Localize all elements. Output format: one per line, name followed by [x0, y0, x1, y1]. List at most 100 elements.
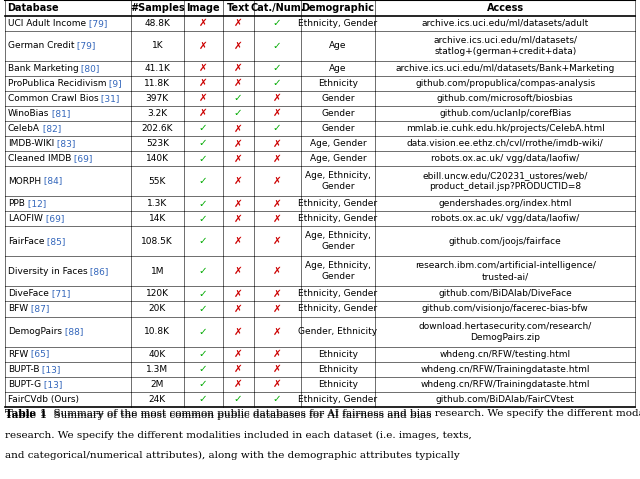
Text: download.hertasecurity.com/research/
DemogPairs.zip: download.hertasecurity.com/research/ Dem… — [419, 321, 592, 342]
Text: Ethnicity: Ethnicity — [318, 380, 358, 389]
Text: 140K: 140K — [146, 154, 169, 163]
Text: ✗: ✗ — [273, 364, 282, 374]
Text: ✗: ✗ — [234, 154, 243, 163]
Text: 55K: 55K — [148, 177, 166, 185]
Text: ✓: ✓ — [273, 78, 282, 88]
Text: CelebA: CelebA — [8, 124, 40, 133]
Text: [82]: [82] — [40, 124, 61, 133]
Text: ✗: ✗ — [273, 266, 282, 276]
Text: ✗: ✗ — [198, 93, 207, 103]
Text: Gender: Gender — [321, 109, 355, 118]
Text: ✗: ✗ — [234, 327, 243, 337]
Text: ✓: ✓ — [198, 349, 207, 359]
Text: 24K: 24K — [148, 395, 166, 404]
Text: Table 1: Table 1 — [5, 409, 47, 418]
Text: ✓: ✓ — [198, 176, 207, 186]
Text: archive.ics.uci.edu/ml/datasets/
statlog+(german+credit+data): archive.ics.uci.edu/ml/datasets/ statlog… — [433, 35, 577, 56]
Text: ✗: ✗ — [273, 289, 282, 299]
Text: ✓: ✓ — [273, 18, 282, 28]
Text: github.com/joojs/fairface: github.com/joojs/fairface — [449, 237, 561, 246]
Text: [87]: [87] — [28, 305, 49, 313]
Text: ✓: ✓ — [234, 394, 243, 404]
Text: ✗: ✗ — [273, 236, 282, 246]
Text: ✓: ✓ — [198, 289, 207, 299]
Text: MORPH: MORPH — [8, 177, 41, 185]
Text: Cat./Num.: Cat./Num. — [250, 3, 305, 13]
Text: Age: Age — [329, 64, 347, 73]
Text: Ethnicity: Ethnicity — [318, 365, 358, 374]
Text: Cleaned IMDB: Cleaned IMDB — [8, 154, 71, 163]
Text: research.ibm.com/artificial-intelligence/
trusted-ai/: research.ibm.com/artificial-intelligence… — [415, 262, 596, 282]
Text: 11.8K: 11.8K — [144, 79, 170, 88]
Text: [71]: [71] — [49, 289, 70, 298]
Text: ✗: ✗ — [234, 124, 243, 134]
Text: mmlab.ie.cuhk.edu.hk/projects/CelebA.html: mmlab.ie.cuhk.edu.hk/projects/CelebA.htm… — [406, 124, 605, 133]
Text: data.vision.ee.ethz.ch/cvl/rrothe/imdb-wiki/: data.vision.ee.ethz.ch/cvl/rrothe/imdb-w… — [407, 139, 604, 148]
Text: Diversity in Faces: Diversity in Faces — [8, 267, 87, 276]
Text: ✗: ✗ — [234, 266, 243, 276]
Text: ✗: ✗ — [273, 108, 282, 118]
Text: github.com/visionjo/facerec-bias-bfw: github.com/visionjo/facerec-bias-bfw — [422, 305, 589, 313]
Text: ✗: ✗ — [273, 138, 282, 148]
Text: ✓: ✓ — [198, 154, 207, 163]
Text: ✗: ✗ — [273, 349, 282, 359]
Text: 41.1K: 41.1K — [145, 64, 170, 73]
Text: [9]: [9] — [106, 79, 122, 88]
Text: gendershades.org/index.html: gendershades.org/index.html — [438, 199, 572, 208]
Text: 2M: 2M — [150, 380, 164, 389]
Text: [83]: [83] — [54, 139, 76, 148]
Text: Common Crawl Bios: Common Crawl Bios — [8, 94, 99, 103]
Text: ✗: ✗ — [273, 304, 282, 314]
Text: Bank Marketing: Bank Marketing — [8, 64, 79, 73]
Text: ✓: ✓ — [198, 394, 207, 404]
Text: [81]: [81] — [49, 109, 70, 118]
Text: ✗: ✗ — [234, 63, 243, 73]
Text: 14K: 14K — [148, 214, 166, 223]
Text: 1.3K: 1.3K — [147, 199, 168, 208]
Text: [69]: [69] — [42, 214, 64, 223]
Text: ✗: ✗ — [234, 199, 243, 209]
Text: ✗: ✗ — [234, 176, 243, 186]
Text: Summary of the most common public databases for AI fairness and bias: Summary of the most common public databa… — [47, 411, 431, 420]
Text: Table 1: Table 1 — [5, 411, 47, 420]
Text: [31]: [31] — [99, 94, 120, 103]
Text: [85]: [85] — [44, 237, 65, 246]
Text: Ethnicity: Ethnicity — [318, 79, 358, 88]
Text: ✓: ✓ — [198, 327, 207, 337]
Text: ✓: ✓ — [273, 394, 282, 404]
Text: German Credit: German Credit — [8, 41, 74, 50]
Text: 108.5K: 108.5K — [141, 237, 173, 246]
Text: ✗: ✗ — [234, 289, 243, 299]
Text: 48.8K: 48.8K — [145, 19, 170, 28]
Text: 3.2K: 3.2K — [147, 109, 168, 118]
Text: [69]: [69] — [71, 154, 92, 163]
Text: ✗: ✗ — [234, 364, 243, 374]
Text: whdeng.cn/RFW/Trainingdataste.html: whdeng.cn/RFW/Trainingdataste.html — [420, 380, 590, 389]
Text: and categorical/numerical attributes), along with the demographic attributes typ: and categorical/numerical attributes), a… — [5, 451, 460, 460]
Text: Gender: Gender — [321, 124, 355, 133]
Text: ✓: ✓ — [273, 124, 282, 134]
Text: ✓: ✓ — [234, 93, 243, 103]
Text: [65]: [65] — [28, 350, 49, 359]
Text: LAOFIW: LAOFIW — [8, 214, 42, 223]
Text: [12]: [12] — [24, 199, 46, 208]
Text: DiveFace: DiveFace — [8, 289, 49, 298]
Text: github.com/BiDAlab/FairCVtest: github.com/BiDAlab/FairCVtest — [436, 395, 575, 404]
Text: github.com/uclanlp/corefBias: github.com/uclanlp/corefBias — [439, 109, 572, 118]
Text: ✗: ✗ — [234, 304, 243, 314]
Text: ProPublica Recidivism: ProPublica Recidivism — [8, 79, 106, 88]
Text: FairCVdb (Ours): FairCVdb (Ours) — [8, 395, 79, 404]
Text: Gender: Gender — [321, 94, 355, 103]
Text: ✗: ✗ — [273, 93, 282, 103]
Text: 1K: 1K — [152, 41, 163, 50]
Text: Ethnicity, Gender: Ethnicity, Gender — [298, 19, 378, 28]
Text: ✗: ✗ — [234, 349, 243, 359]
Text: 523K: 523K — [146, 139, 169, 148]
Text: ✗: ✗ — [198, 18, 207, 28]
Text: ✓: ✓ — [273, 63, 282, 73]
Text: archive.ics.uci.edu/ml/datasets/Bank+Marketing: archive.ics.uci.edu/ml/datasets/Bank+Mar… — [396, 64, 615, 73]
Text: [86]: [86] — [87, 267, 109, 276]
Text: ✓: ✓ — [198, 379, 207, 389]
Text: Ethnicity, Gender: Ethnicity, Gender — [298, 214, 378, 223]
Text: ✗: ✗ — [273, 199, 282, 209]
